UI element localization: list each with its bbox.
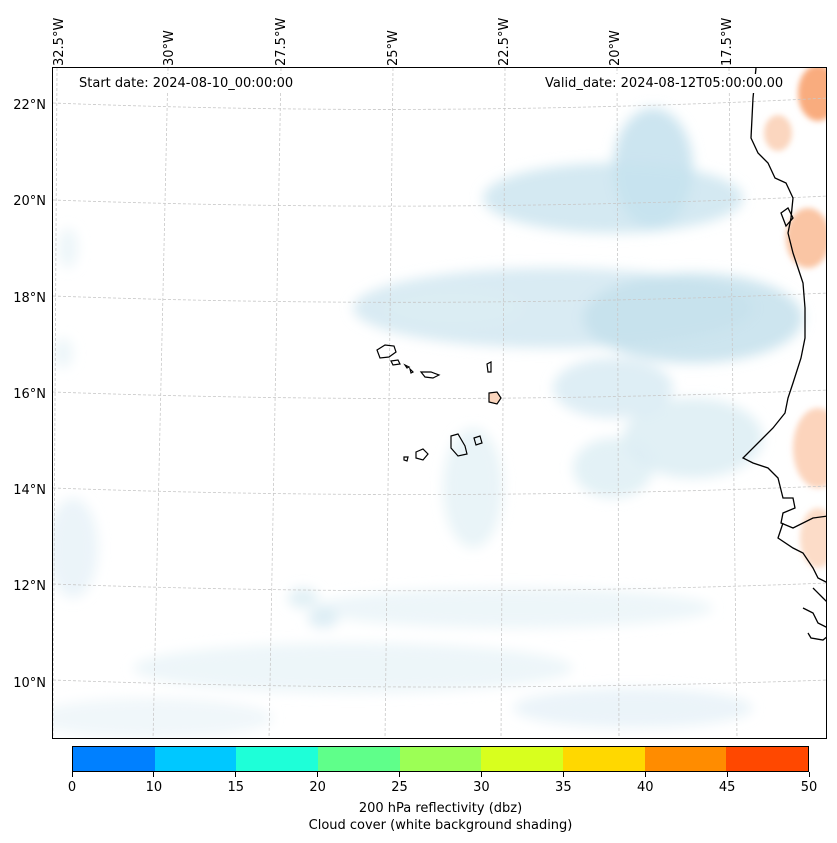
- lat-label-20n: 20°N: [13, 194, 46, 209]
- colorbar-tick: [562, 772, 564, 777]
- colorbar-tick-label: 45: [718, 780, 736, 795]
- colorbar-tick-label: 35: [555, 780, 572, 795]
- colorbar-tick-label: 30: [473, 780, 490, 795]
- colorbar: [72, 746, 809, 772]
- colorbar-segment: [726, 747, 809, 771]
- lat-label-10n: 10°N: [13, 676, 46, 691]
- colorbar-tick: [71, 772, 73, 777]
- lat-label-16n: 16°N: [13, 387, 46, 402]
- colorbar-tick: [726, 772, 728, 777]
- colorbar-segment: [236, 747, 319, 771]
- colorbar-tick: [808, 772, 810, 777]
- map-canvas: [53, 68, 826, 738]
- lon-label-30w: 30°W: [162, 30, 177, 66]
- colorbar-tick-label: 50: [800, 780, 818, 795]
- lat-label-14n: 14°N: [13, 483, 46, 498]
- colorbar-tick: [480, 772, 482, 777]
- colorbar-segment: [73, 747, 155, 771]
- colorbar-label: 200 hPa reflectivity (dbz): [358, 801, 523, 816]
- coastline: [741, 68, 826, 641]
- colorbar-tick: [644, 772, 646, 777]
- lat-label-22n: 22°N: [13, 98, 46, 113]
- colorbar-segment: [481, 747, 564, 771]
- colorbar-tick-label: 10: [145, 780, 163, 795]
- lon-label-22-5w: 22.5°W: [497, 17, 512, 66]
- colorbar-tick-label: 40: [636, 780, 654, 795]
- lon-label-25w: 25°W: [386, 30, 401, 66]
- cloud-cover-shading: [53, 108, 803, 738]
- colorbar-tick-label: 20: [309, 780, 326, 795]
- start-date-label: Start date: 2024-08-10_00:00:00: [73, 74, 300, 93]
- colorbar-tick-label: 15: [227, 780, 245, 795]
- colorbar-segment: [644, 747, 727, 771]
- colorbar-tick: [235, 772, 237, 777]
- colorbar-segment: [154, 747, 237, 771]
- lon-label-32-5w: 32.5°W: [52, 17, 67, 66]
- colorbar-tick: [317, 772, 319, 777]
- colorbar-tick: [153, 772, 155, 777]
- colorbar-tick: [399, 772, 401, 777]
- lat-label-12n: 12°N: [13, 579, 46, 594]
- lon-label-17-5w: 17.5°W: [720, 17, 735, 66]
- valid-date-label: Valid_date: 2024-08-12T05:00:00.00: [539, 74, 790, 93]
- lon-label-27-5w: 27.5°W: [274, 17, 289, 66]
- colorbar-segment: [563, 747, 645, 771]
- lon-label-20w: 20°W: [608, 30, 623, 66]
- reflectivity-shading: [764, 68, 826, 568]
- colorbar-tick-label: 25: [391, 780, 408, 795]
- colorbar-tick-label: 0: [67, 780, 77, 795]
- map-panel: [52, 67, 827, 739]
- graticule: [53, 68, 826, 738]
- colorbar-segment: [318, 747, 400, 771]
- colorbar-sublabel: Cloud cover (white background shading): [308, 818, 573, 833]
- cape-verde-islands: [376, 344, 502, 462]
- lat-label-18n: 18°N: [13, 291, 46, 306]
- colorbar-segment: [399, 747, 482, 771]
